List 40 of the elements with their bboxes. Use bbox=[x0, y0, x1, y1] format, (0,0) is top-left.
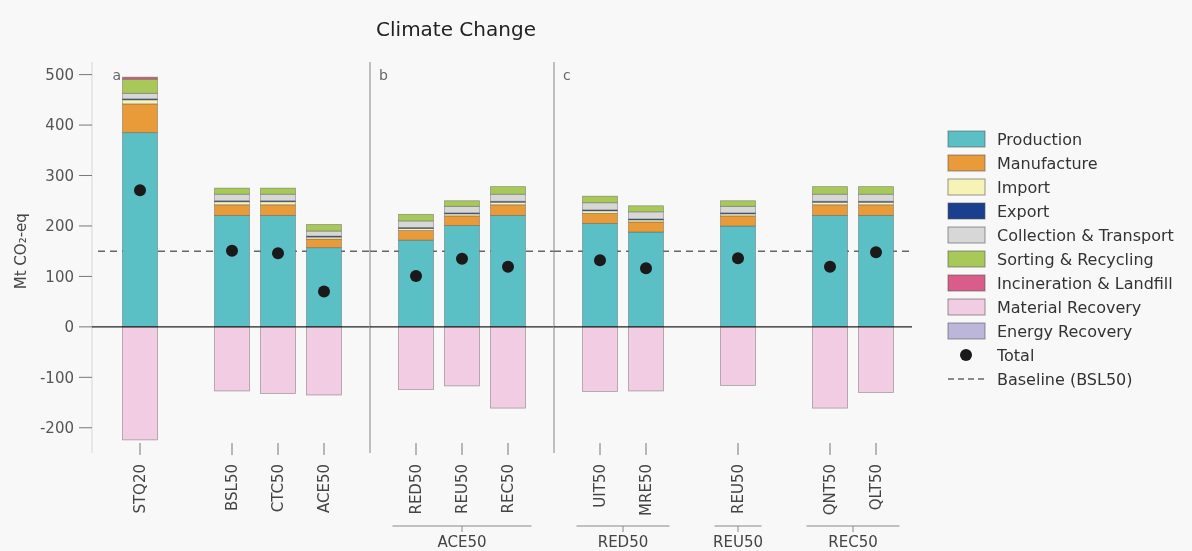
legend-label: Energy Recovery bbox=[997, 321, 1133, 341]
x-tick-label: UIT50 bbox=[591, 464, 610, 508]
y-axis-title: Mt CO₂-eq bbox=[12, 213, 30, 290]
x-tick-label: ACE50 bbox=[315, 464, 334, 514]
legend-label: Production bbox=[997, 129, 1083, 149]
annotation: a bbox=[112, 67, 122, 83]
x-tick-label: QNT50 bbox=[821, 464, 840, 516]
x-tick-label: RED50 bbox=[407, 464, 426, 515]
legend-label: Import bbox=[997, 177, 1051, 197]
x-tick-label: MRE50 bbox=[637, 464, 656, 516]
x-tick-label: BSL50 bbox=[223, 464, 242, 511]
legend-label: Sorting & Recycling bbox=[997, 249, 1154, 269]
legend-label: Incineration & Landfill bbox=[997, 273, 1173, 293]
x-tick-label: REU50 bbox=[729, 464, 748, 514]
text: RED50 bbox=[597, 533, 649, 551]
annotation: b bbox=[379, 67, 388, 83]
legend-label: Baseline (BSL50) bbox=[997, 369, 1133, 389]
x-tick-label: REC50 bbox=[499, 464, 518, 514]
y-tick-label: 200 bbox=[45, 217, 74, 236]
legend-label: Total bbox=[996, 345, 1035, 365]
y-tick-label: -100 bbox=[39, 368, 74, 387]
y-tick-label: 500 bbox=[45, 65, 74, 84]
y-tick-label: -200 bbox=[39, 419, 74, 438]
y-tick-label: 400 bbox=[45, 116, 74, 135]
x-tick-label: STQ20 bbox=[131, 464, 150, 514]
legend-label: Collection & Transport bbox=[997, 225, 1174, 245]
legend-label: Export bbox=[997, 201, 1050, 221]
text: REC50 bbox=[828, 533, 878, 551]
text: REU50 bbox=[713, 533, 763, 551]
x-tick-label: CTC50 bbox=[269, 464, 288, 513]
x-tick-label: REU50 bbox=[453, 464, 472, 514]
legend-label: Material Recovery bbox=[997, 297, 1142, 317]
y-tick-label: 300 bbox=[45, 166, 74, 185]
y-tick-label: 0 bbox=[64, 318, 74, 337]
annotation: c bbox=[563, 67, 571, 83]
chart-title: Climate Change bbox=[376, 17, 536, 41]
y-tick-label: 100 bbox=[45, 267, 74, 286]
x-tick-label: QLT50 bbox=[867, 464, 886, 511]
text: ACE50 bbox=[437, 533, 487, 551]
legend-label: Manufacture bbox=[997, 153, 1098, 173]
